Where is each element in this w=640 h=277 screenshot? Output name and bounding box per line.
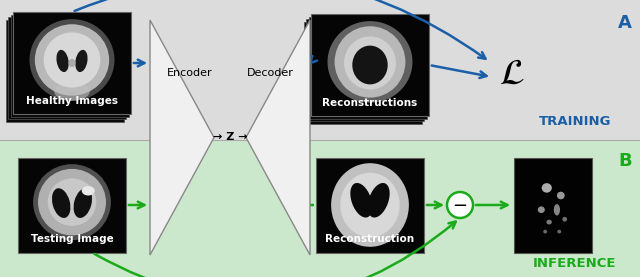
Text: TRAINING: TRAINING [539,115,611,128]
Text: Healthy Images: Healthy Images [26,96,118,106]
Ellipse shape [538,206,545,213]
Bar [10,14,129,117]
Ellipse shape [547,220,552,224]
Ellipse shape [557,192,564,199]
Text: −: − [452,198,468,216]
Ellipse shape [76,50,88,72]
Ellipse shape [52,188,70,218]
Ellipse shape [82,186,95,196]
Ellipse shape [74,188,92,218]
Text: → Z →: → Z → [212,132,247,142]
Bar [13,12,131,114]
Ellipse shape [352,46,388,84]
Text: Reconstruction: Reconstruction [325,235,415,245]
Ellipse shape [29,19,115,101]
Ellipse shape [44,32,100,88]
Ellipse shape [35,24,109,96]
Ellipse shape [335,26,405,98]
Ellipse shape [54,82,90,101]
Ellipse shape [554,204,560,216]
Ellipse shape [38,169,106,235]
Ellipse shape [541,183,552,193]
Ellipse shape [543,230,547,234]
Text: A: A [618,14,632,32]
Ellipse shape [563,217,567,222]
Ellipse shape [557,230,561,234]
Bar [6,19,124,122]
Ellipse shape [33,164,111,240]
Bar [18,158,126,253]
Bar [0,0,640,140]
Ellipse shape [48,178,96,226]
Ellipse shape [56,50,68,72]
Ellipse shape [328,21,413,103]
Text: Testing Image: Testing Image [31,235,113,245]
Circle shape [447,192,473,218]
Ellipse shape [367,183,390,217]
Text: $\mathcal{L}$: $\mathcal{L}$ [499,57,525,91]
Text: INFERENCE: INFERENCE [533,257,617,270]
Bar [514,158,592,253]
Polygon shape [150,20,214,255]
Bar [306,19,424,121]
Bar [316,158,424,253]
Bar [0,140,640,277]
Text: Reconstructions: Reconstructions [323,98,418,108]
Text: Decoder: Decoder [246,68,293,78]
Polygon shape [246,20,310,255]
Ellipse shape [331,163,409,247]
Bar [303,22,422,124]
Ellipse shape [68,59,76,67]
Bar [308,17,426,119]
Bar [311,14,429,116]
Text: Encoder: Encoder [167,68,213,78]
Bar [8,17,126,119]
Ellipse shape [344,37,396,89]
Ellipse shape [350,183,372,217]
Text: B: B [618,152,632,170]
Ellipse shape [340,173,400,237]
